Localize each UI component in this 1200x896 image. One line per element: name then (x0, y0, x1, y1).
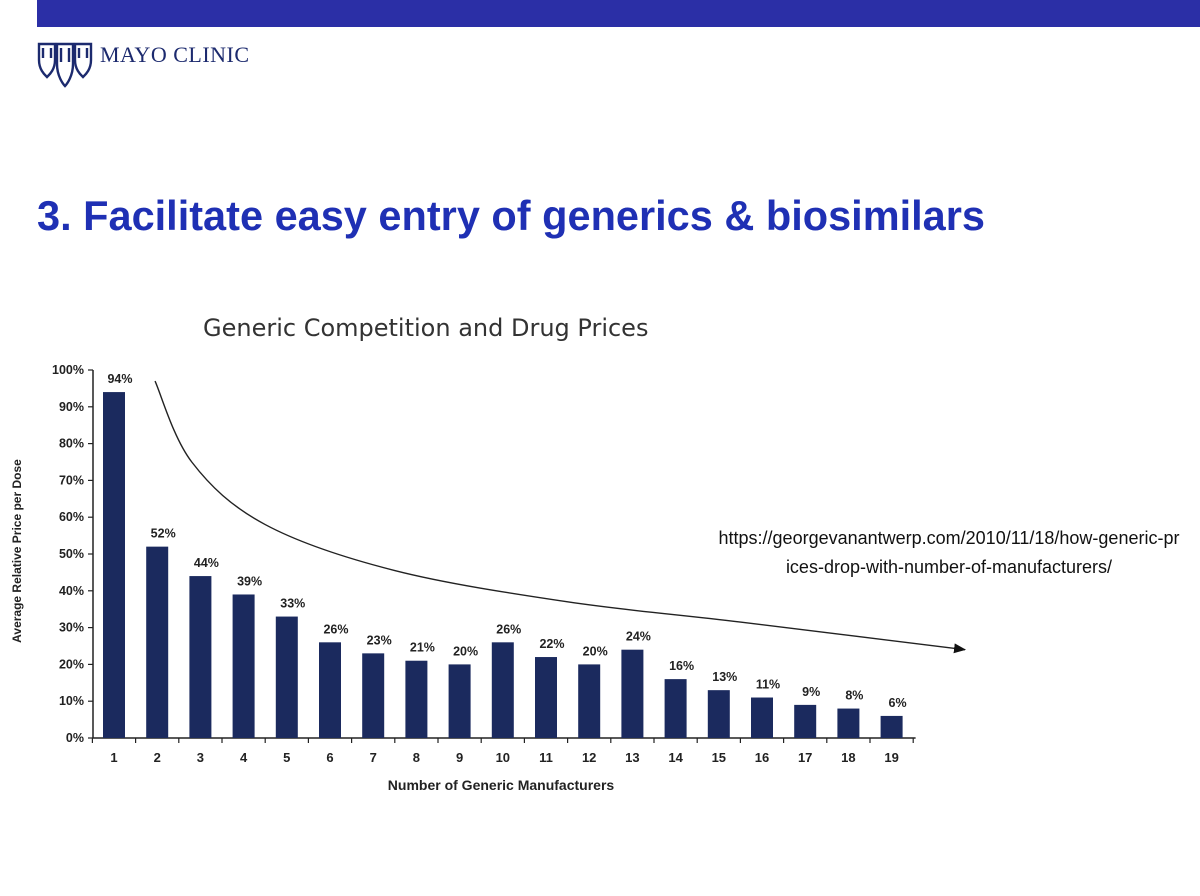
bar-value-label: 23% (367, 633, 392, 647)
bar-value-label: 26% (323, 622, 348, 636)
bar-value-label: 26% (496, 622, 521, 636)
bar-value-label: 13% (712, 670, 737, 684)
x-tick-label: 2 (154, 750, 161, 765)
bar-value-label: 8% (845, 689, 863, 703)
x-tick-label: 14 (668, 750, 683, 765)
x-tick-label: 9 (456, 750, 463, 765)
y-tick-label: 10% (59, 694, 84, 708)
x-tick-label: 1 (110, 750, 117, 765)
bar (189, 576, 212, 738)
bar-value-label: 9% (802, 685, 820, 699)
bar (664, 679, 687, 738)
mayo-shield-icon (37, 42, 93, 88)
y-tick-label: 70% (59, 473, 84, 487)
mayo-clinic-logo: MAYO CLINIC (36, 40, 250, 90)
bar-value-label: 44% (194, 556, 219, 570)
bar-value-label: 94% (107, 372, 132, 386)
x-tick-label: 7 (370, 750, 377, 765)
x-tick-label: 4 (240, 750, 248, 765)
bar (707, 690, 730, 738)
bar (362, 653, 385, 738)
bar (232, 594, 255, 738)
bar (880, 715, 903, 738)
x-tick-label: 16 (755, 750, 769, 765)
bar-value-label: 24% (626, 630, 651, 644)
y-tick-label: 30% (59, 621, 84, 635)
y-axis-label: Average Relative Price per Dose (10, 459, 24, 643)
bar-value-label: 20% (583, 644, 608, 658)
bar (491, 642, 514, 738)
bar-value-label: 33% (280, 597, 305, 611)
value-labels: 94% 52% 44% 39% 33% 26% 23% 21% 20% 26% 22% 20% 24% 1… (107, 372, 906, 710)
x-tick-label: 5 (283, 750, 290, 765)
bar-value-label: 20% (453, 644, 478, 658)
bar-value-label: 16% (669, 659, 694, 673)
bar (751, 697, 773, 738)
trend-arrow (154, 380, 967, 654)
chart-title: Generic Competition and Drug Prices (203, 314, 649, 342)
x-tick-label: 3 (197, 750, 204, 765)
x-tick-label: 11 (539, 750, 553, 765)
y-axis: 0% 10% 20% 30% 40% 50% 60% 70% 80% 90% 100% (52, 363, 94, 745)
x-tick-label: 18 (841, 750, 855, 765)
x-axis-label: Number of Generic Manufacturers (388, 777, 615, 793)
bar (621, 649, 644, 738)
y-tick-label: 50% (59, 547, 84, 561)
x-tick-label: 10 (496, 750, 510, 765)
y-tick-label: 40% (59, 584, 84, 598)
y-tick-label: 90% (59, 400, 84, 414)
y-tick-label: 100% (52, 363, 84, 377)
bar (578, 664, 601, 738)
bar-value-label: 6% (889, 696, 907, 710)
bar-value-label: 21% (410, 641, 435, 655)
x-tick-label: 13 (625, 750, 639, 765)
bar (275, 616, 298, 738)
bar-value-label: 39% (237, 574, 262, 588)
x-tick-label: 6 (326, 750, 333, 765)
x-tick-label: 8 (413, 750, 420, 765)
source-url: https://georgevanantwerp.com/2010/11/18/… (718, 528, 1180, 577)
y-tick-label: 60% (59, 510, 84, 524)
header-bar (37, 0, 1200, 27)
x-tick-label: 15 (712, 750, 726, 765)
logo-text: MAYO CLINIC (100, 42, 250, 67)
x-tick-label: 17 (798, 750, 812, 765)
x-axis: 1 2 3 4 5 6 7 8 9 10 11 12 13 14 15 16 17 18 19 (91, 737, 916, 765)
bars (103, 392, 903, 738)
x-tick-label: 19 (884, 750, 898, 765)
bar-value-label: 52% (151, 527, 176, 541)
x-tick-label: 12 (582, 750, 596, 765)
bar (146, 546, 169, 738)
bar (794, 704, 817, 738)
bar (535, 657, 557, 738)
bar (319, 642, 341, 738)
y-tick-label: 80% (59, 437, 84, 451)
bar-value-label: 22% (539, 637, 564, 651)
y-tick-label: 20% (59, 657, 84, 671)
bar (103, 392, 125, 738)
y-tick-label: 0% (66, 731, 84, 745)
bar-value-label: 11% (756, 678, 780, 692)
bar (448, 664, 471, 738)
slide-title: 3. Facilitate easy entry of generics & b… (37, 192, 985, 239)
bar (405, 660, 428, 738)
bar (837, 708, 860, 738)
